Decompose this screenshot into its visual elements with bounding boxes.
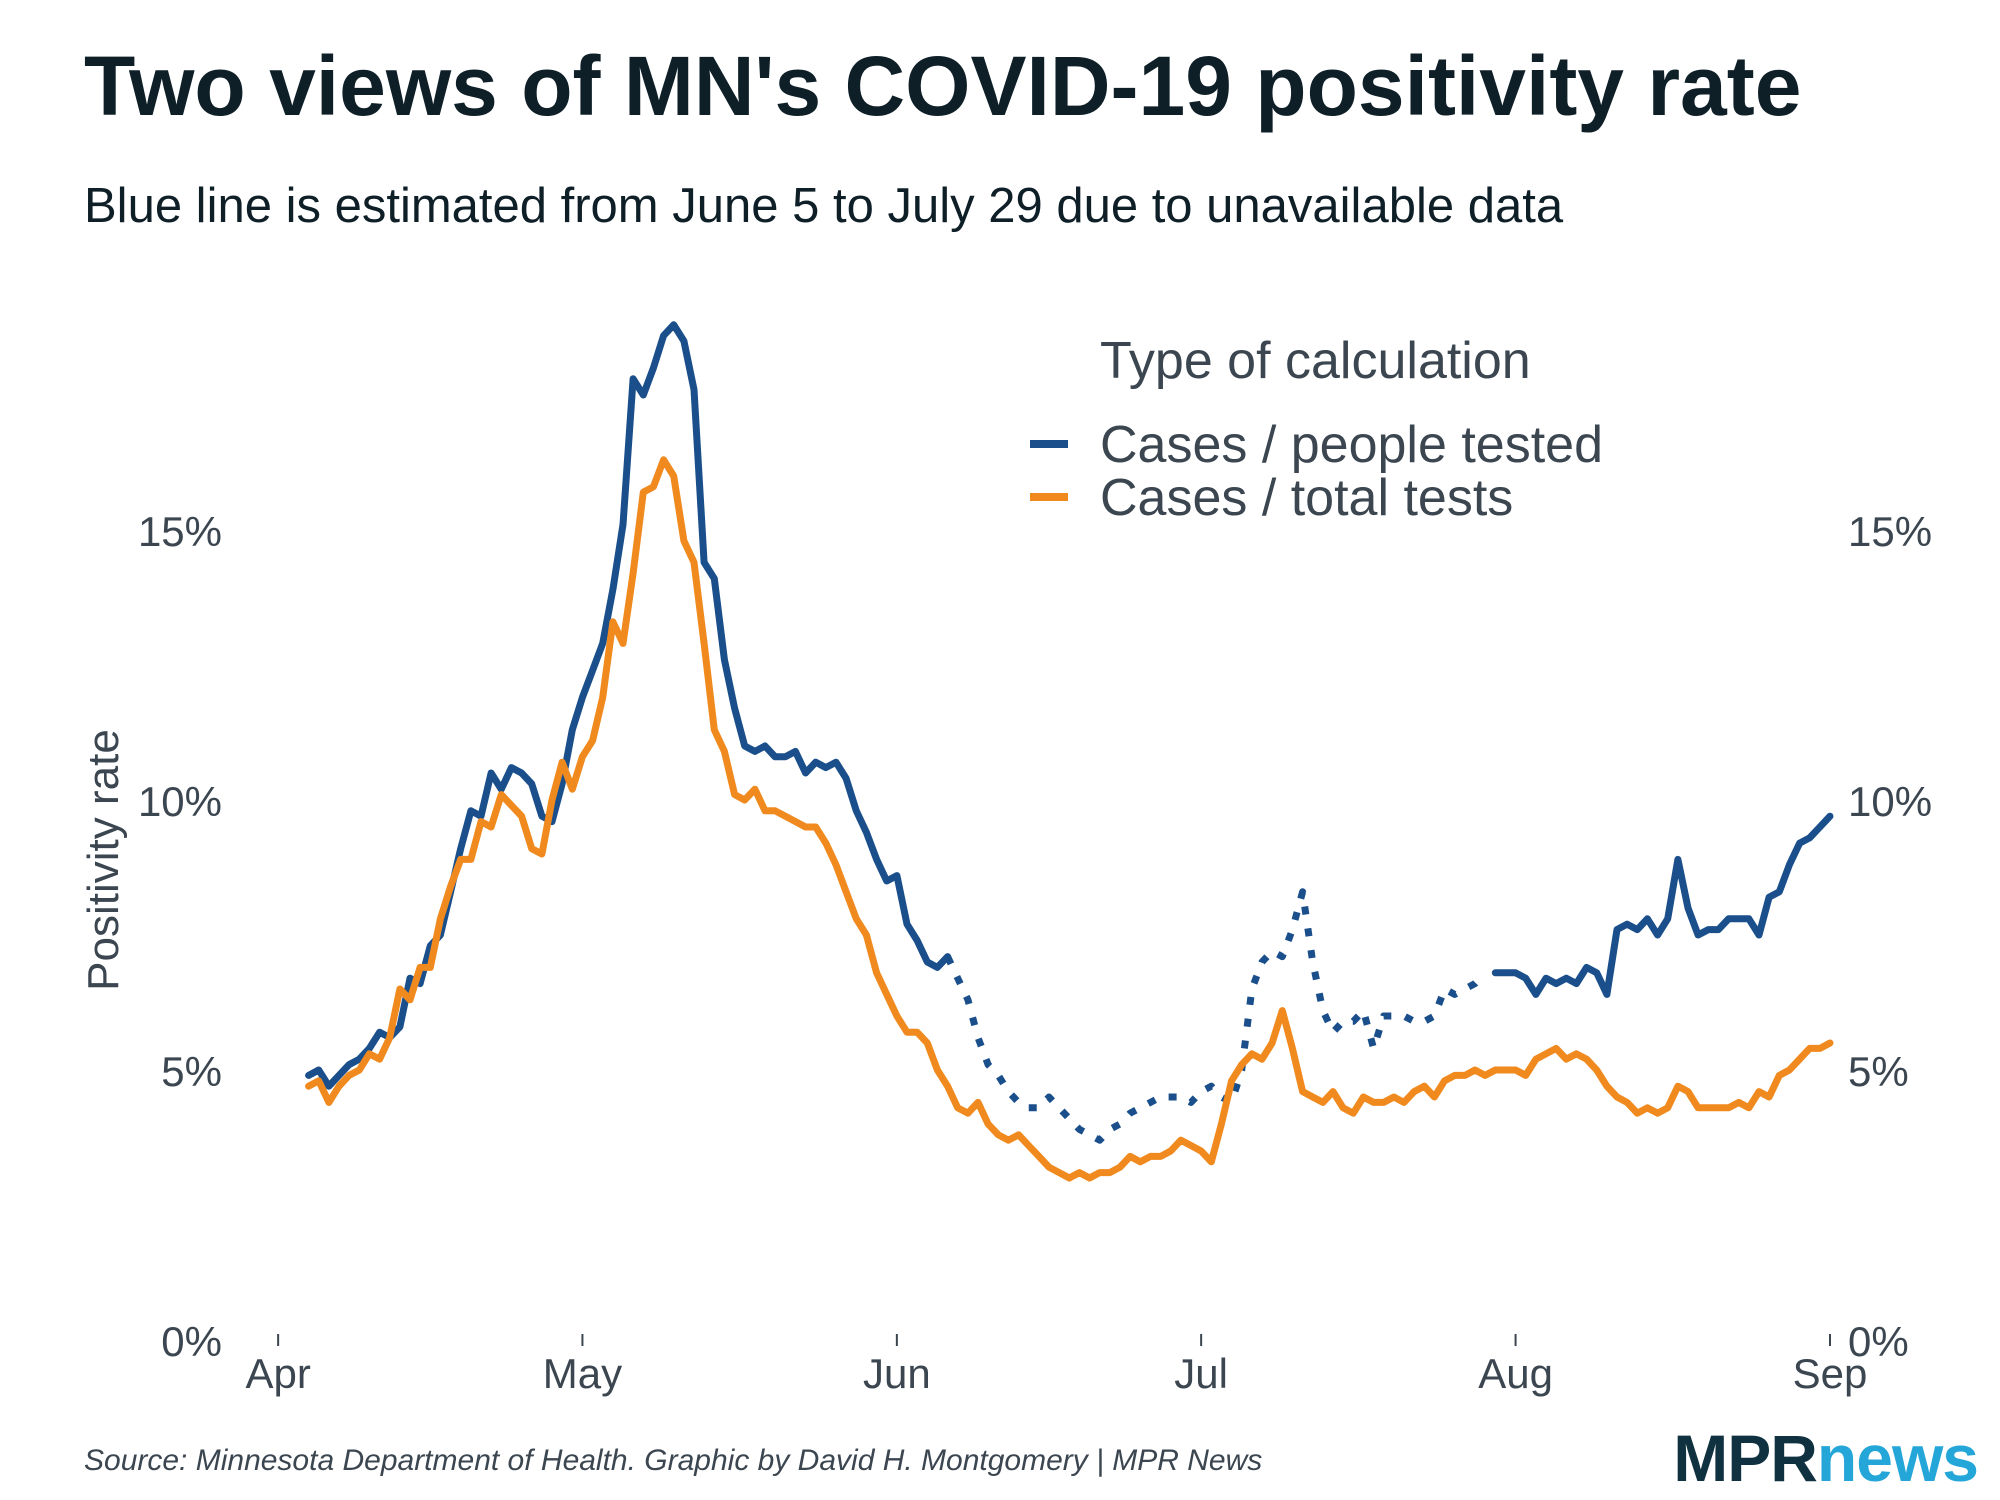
logo-mpr: MPR: [1673, 1421, 1818, 1495]
legend-title: Type of calculation: [1100, 332, 1531, 390]
logo-news: news: [1816, 1421, 1979, 1495]
y-tick-left: 15%: [138, 508, 222, 555]
y-axis-left: 0% 5% 10% 15%: [138, 508, 222, 1365]
chart-title: Two views of MN's COVID-19 positivity ra…: [84, 39, 1802, 133]
x-tick-label: Jun: [863, 1350, 931, 1397]
chart-subtitle: Blue line is estimated from June 5 to Ju…: [84, 179, 1564, 233]
source-note: Source: Minnesota Department of Health. …: [84, 1444, 1263, 1477]
mpr-news-logo: MPRnews: [1673, 1420, 1979, 1496]
legend-entry-people-tested: Cases / people tested: [1100, 416, 1603, 474]
x-axis: Apr May Jun Jul Aug Sep: [245, 1334, 1867, 1397]
series-line-0: [305, 321, 952, 1090]
y-tick-right: 5%: [1848, 1048, 1909, 1095]
y-tick-left: 5%: [161, 1048, 222, 1095]
y-tick-right: 0%: [1848, 1318, 1909, 1365]
x-tick-label: Jul: [1174, 1350, 1228, 1397]
series-line-2: [1491, 812, 1834, 998]
x-tick-label: Sep: [1793, 1350, 1868, 1397]
series-line-3: [305, 456, 1834, 1182]
legend: Type of calculation Cases / people teste…: [1030, 332, 1603, 527]
y-axis-label: Positivity rate: [79, 729, 128, 991]
y-axis-right: 0% 5% 10% 15%: [1848, 508, 1932, 1365]
y-tick-right: 10%: [1848, 778, 1932, 825]
x-tick-label: May: [543, 1350, 622, 1397]
x-tick-label: Apr: [245, 1350, 310, 1397]
legend-entry-total-tests: Cases / total tests: [1100, 469, 1513, 527]
x-tick-label: Aug: [1478, 1350, 1553, 1397]
y-tick-left: 0%: [161, 1318, 222, 1365]
y-tick-left: 10%: [138, 778, 222, 825]
y-tick-right: 15%: [1848, 508, 1932, 555]
series-lines: [305, 321, 1834, 1182]
